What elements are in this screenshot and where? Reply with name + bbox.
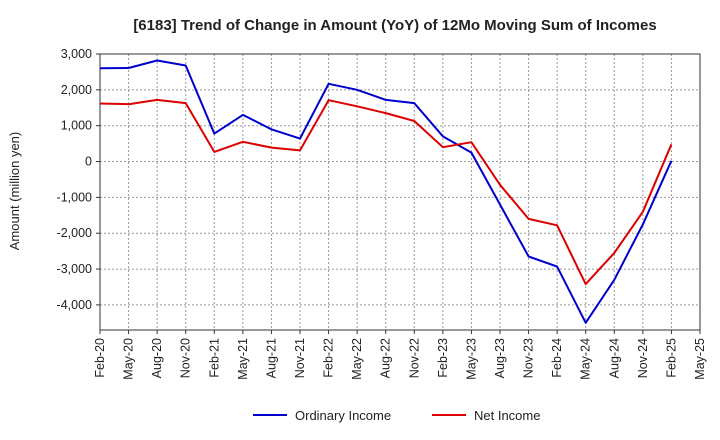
x-tick-label: Nov-22 — [407, 338, 421, 378]
x-tick-label: Feb-22 — [322, 338, 336, 378]
y-tick-label: -1,000 — [57, 190, 92, 204]
x-tick-label: Feb-25 — [664, 338, 678, 378]
y-axis-label: Amount (million yen) — [7, 132, 22, 251]
x-axis-ticks: Feb-20 May-20 Aug-20 Nov-20 Feb-21 May-21 Aug-… — [93, 330, 707, 380]
x-tick-label: May-22 — [350, 338, 364, 380]
x-tick-label: May-24 — [579, 338, 593, 380]
x-tick-label: Aug-20 — [150, 338, 164, 378]
y-tick-label: -2,000 — [57, 226, 92, 240]
series-lines — [99, 59, 673, 324]
x-tick-label: Nov-21 — [293, 338, 307, 378]
grid — [100, 53, 700, 330]
plot-area — [100, 54, 700, 330]
x-tick-label: Nov-20 — [179, 338, 193, 378]
x-tick-label: Feb-21 — [207, 338, 221, 378]
x-tick-label: May-20 — [122, 338, 136, 380]
series-line-ordinary-income — [99, 59, 673, 324]
x-tick-label: Feb-24 — [550, 338, 564, 378]
legend-label: Ordinary Income — [295, 408, 391, 423]
chart-title: [6183] Trend of Change in Amount (YoY) o… — [133, 17, 656, 34]
y-tick-label: 3,000 — [61, 47, 92, 61]
x-tick-label: May-25 — [693, 338, 707, 380]
legend: Ordinary Income Net Income — [253, 408, 540, 423]
x-tick-label: Aug-22 — [379, 338, 393, 378]
series-line-net-income — [99, 98, 673, 286]
x-tick-label: Feb-23 — [436, 338, 450, 378]
plot-border — [99, 53, 701, 331]
x-tick-label: May-21 — [236, 338, 250, 380]
x-tick-label: Nov-23 — [522, 338, 536, 378]
y-tick-label: -4,000 — [57, 298, 92, 312]
x-tick-label: Aug-23 — [493, 338, 507, 378]
y-tick-label: 0 — [85, 155, 92, 169]
y-tick-label: -3,000 — [57, 262, 92, 276]
y-tick-label: 2,000 — [61, 83, 92, 97]
x-tick-label: Aug-24 — [607, 338, 621, 378]
x-tick-label: Nov-24 — [636, 338, 650, 378]
x-tick-label: Feb-20 — [93, 338, 107, 378]
y-tick-label: 1,000 — [61, 119, 92, 133]
legend-label: Net Income — [474, 408, 540, 423]
x-tick-label: Aug-21 — [264, 338, 278, 378]
x-tick-label: May-23 — [464, 338, 478, 380]
y-axis-ticks: 3,000 2,000 1,000 0 -1,000 -2,000 -3,000 -4,000 — [57, 47, 100, 312]
